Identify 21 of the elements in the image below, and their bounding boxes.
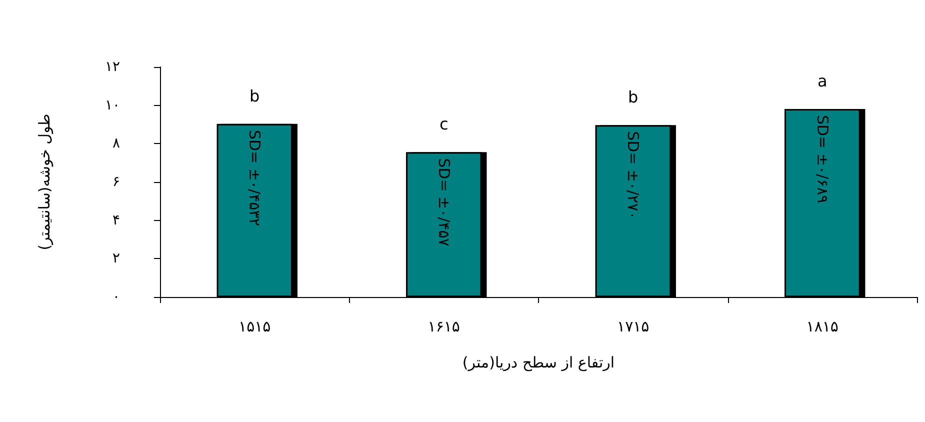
x-axis-title: ارتفاع از سطح دریا(متر) — [462, 354, 615, 372]
data-label: SD= ±۰/۴۵۷ — [434, 158, 453, 246]
y-tick-label: ۱۰ — [104, 97, 120, 114]
x-tick-label: ۱۸۱۵ — [806, 318, 838, 336]
annotation: b — [628, 88, 638, 107]
y-axis-title: طول خوشه(سانتیمتر) — [36, 114, 54, 250]
annotation: a — [817, 71, 828, 90]
y-tick-label: ۲ — [112, 250, 120, 267]
annotation: c — [439, 114, 448, 134]
y-tick-label: ۰ — [112, 289, 120, 305]
y-tick-label: ۶ — [112, 174, 120, 190]
y-tick-label: ۱۲ — [104, 59, 120, 75]
x-tick-label: ۱۷۱۵ — [617, 318, 650, 336]
annotation: b — [250, 86, 260, 106]
data-label: SD= ±۰/۶۸۹ — [813, 114, 832, 204]
x-tick-label: ۱۵۱۵ — [238, 318, 271, 336]
x-tick-label: ۱۶۱۵ — [428, 318, 460, 336]
y-tick-label: ۸ — [112, 136, 120, 152]
y-tick-label: ۴ — [112, 212, 120, 228]
data-label: SD= ±۰/۴۵۳۲ — [246, 130, 264, 226]
data-label: SD= ±۰/۲۷۰ — [624, 131, 642, 220]
